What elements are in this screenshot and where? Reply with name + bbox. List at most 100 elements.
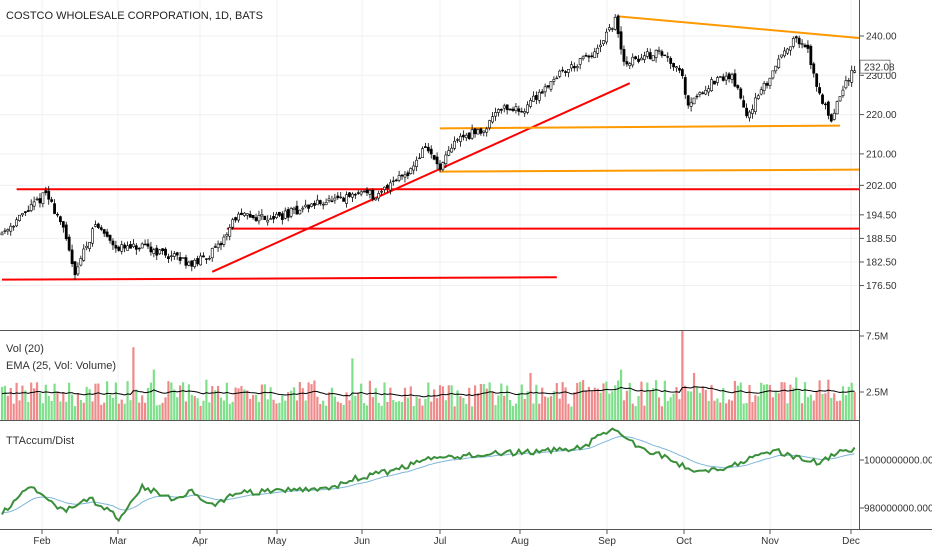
month-tick-label: Mar xyxy=(109,536,127,547)
candle-up xyxy=(698,92,702,95)
volume-bar-down xyxy=(30,382,33,420)
candle-down xyxy=(134,245,138,250)
volume-bar-up xyxy=(202,400,205,420)
candle-up xyxy=(791,38,795,47)
candle-up xyxy=(228,227,232,237)
candle-down xyxy=(695,95,699,98)
candle-down xyxy=(240,212,243,216)
candle-up xyxy=(496,109,500,113)
candle-up xyxy=(707,88,711,93)
candle-down xyxy=(213,246,217,248)
candle-up xyxy=(88,241,92,249)
candle-down xyxy=(721,76,725,81)
candle-up xyxy=(494,112,497,117)
candle-down xyxy=(765,83,769,86)
volume-bar-down xyxy=(103,402,106,420)
volume-bar-down xyxy=(748,385,751,420)
volume-bar-up xyxy=(617,380,620,420)
volume-bar-up xyxy=(456,390,459,420)
volume-bar-down xyxy=(625,390,628,420)
candle-down xyxy=(505,104,509,111)
candle-up xyxy=(835,101,839,115)
volume-bar-down xyxy=(345,392,348,420)
volume-bar-down xyxy=(584,390,588,420)
candle-down xyxy=(38,198,42,204)
candle-up xyxy=(832,112,836,120)
candle-down xyxy=(809,45,813,65)
volume-bar-up xyxy=(0,386,4,420)
candle-up xyxy=(418,157,421,160)
candle-down xyxy=(619,31,623,50)
price-tick-label: 182.50 xyxy=(866,257,897,268)
candle-down xyxy=(155,247,159,256)
volume-bar-down xyxy=(97,383,100,420)
volume-bar-up xyxy=(228,403,231,420)
volume-bar-down xyxy=(237,388,240,420)
candle-up xyxy=(12,225,16,228)
volume-bar-up xyxy=(146,387,150,420)
volume-bar-up xyxy=(722,388,725,420)
price-tick-label: 210.00 xyxy=(866,149,897,160)
volume-bar-up xyxy=(736,385,739,420)
candle-down xyxy=(108,234,112,241)
candle-up xyxy=(751,108,754,114)
trendline xyxy=(211,82,631,273)
volume-bar-down xyxy=(549,396,553,420)
volume-bar-up xyxy=(88,389,91,420)
candle-up xyxy=(374,197,378,201)
candle-up xyxy=(41,192,45,204)
candle-up xyxy=(841,89,845,97)
volume-bar-down xyxy=(12,403,15,420)
volume-bar-up xyxy=(517,392,520,420)
trendlines xyxy=(1,15,860,281)
candle-up xyxy=(91,228,94,244)
candle-down xyxy=(815,73,819,87)
candle-down xyxy=(546,85,550,88)
volume-bar-down xyxy=(234,387,237,420)
volume-bar-up xyxy=(222,400,226,420)
trendline xyxy=(439,168,860,173)
candle-up xyxy=(710,79,713,92)
candle-down xyxy=(149,246,153,253)
candle-up xyxy=(94,224,97,227)
volume-bar-up xyxy=(654,380,658,420)
volume-ema-title: EMA (25, Vol: Volume) xyxy=(6,360,116,372)
candle-up xyxy=(596,47,600,54)
volume-bar-up xyxy=(847,386,850,420)
candle-down xyxy=(467,132,471,140)
volume-bar-down xyxy=(246,390,249,420)
candle-up xyxy=(412,165,416,171)
candle-up xyxy=(800,43,804,45)
volume-bar-up xyxy=(514,403,518,420)
candle-up xyxy=(780,54,784,58)
candle-down xyxy=(184,257,188,266)
candle-up xyxy=(569,64,573,69)
candle-down xyxy=(263,215,267,220)
candle-up xyxy=(456,139,459,141)
volume-bar-down xyxy=(555,383,558,420)
volume-bar-down xyxy=(76,392,80,420)
volume-bar-down xyxy=(833,393,836,420)
volume-bar-down xyxy=(120,399,123,420)
volume-bar-up xyxy=(243,389,246,420)
candle-up xyxy=(409,168,413,174)
volume-bar-down xyxy=(590,391,593,420)
volume-bar-down xyxy=(503,395,506,420)
volume-bar-up xyxy=(155,405,158,420)
pane-frames xyxy=(0,0,932,530)
volume-bar-up xyxy=(380,405,383,420)
candle-up xyxy=(748,111,751,119)
candle-down xyxy=(540,91,544,94)
candle-up xyxy=(543,86,547,93)
candle-up xyxy=(415,159,419,167)
volume-bar-up xyxy=(70,394,74,420)
price-tick-label: 188.50 xyxy=(866,234,897,245)
volume-bar-up xyxy=(269,387,272,420)
volume-bar-up xyxy=(745,403,748,420)
candle-down xyxy=(167,256,170,260)
volume-bar-down xyxy=(523,399,526,420)
candle-down xyxy=(826,101,830,116)
candle-up xyxy=(783,50,786,57)
candle-down xyxy=(234,217,238,221)
candle-up xyxy=(718,76,722,78)
